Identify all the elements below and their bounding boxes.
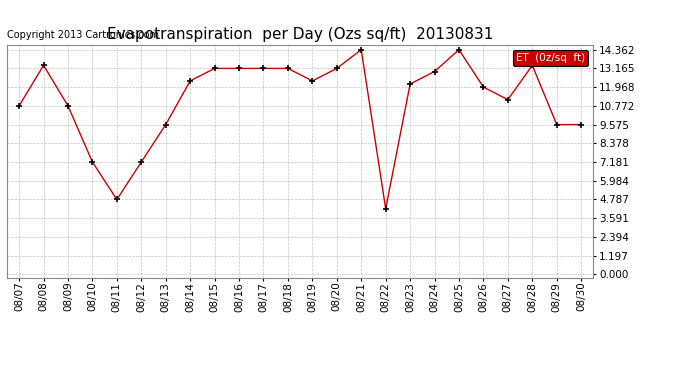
Text: Copyright 2013 Cartronics.com: Copyright 2013 Cartronics.com <box>7 30 159 40</box>
Legend: ET  (0z/sq  ft): ET (0z/sq ft) <box>513 50 588 66</box>
Title: Evapotranspiration  per Day (Ozs sq/ft)  20130831: Evapotranspiration per Day (Ozs sq/ft) 2… <box>107 27 493 42</box>
